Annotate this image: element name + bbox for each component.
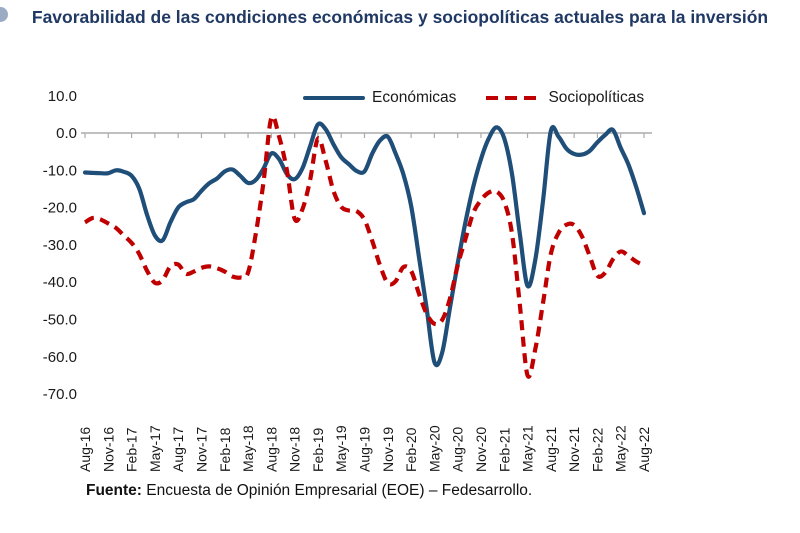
sociopoliticas-line [83, 114, 645, 379]
x-tick-label: Aug-20 [450, 427, 466, 472]
x-tick-label: Feb-18 [217, 427, 233, 472]
x-tick-label: Feb-21 [496, 427, 512, 472]
y-tick-label: -60.0 [43, 349, 77, 366]
x-tick-label: Nov-19 [380, 427, 396, 472]
x-tick-label: Aug-19 [357, 427, 373, 472]
sociopoliticas-legend-line-icon [486, 95, 542, 101]
x-tick-label: Nov-18 [287, 427, 303, 472]
y-tick-label: -70.0 [43, 386, 77, 403]
sociopoliticas-legend-label: Sociopolíticas [548, 89, 645, 106]
x-tick-label: Nov-16 [100, 427, 116, 472]
bullet-icon [0, 7, 8, 22]
economicas-legend-label: Económicas [372, 89, 457, 106]
y-tick-label: -20.0 [43, 200, 77, 217]
y-tick-label: 0.0 [56, 125, 77, 142]
y-tick-label: 10.0 [48, 88, 77, 105]
legend: Económicas Sociopolíticas [303, 89, 644, 107]
x-tick-label: Nov-21 [566, 427, 582, 472]
y-tick-label: -10.0 [43, 162, 77, 179]
x-tick-label: Feb-22 [589, 427, 605, 472]
source-note: Fuente: Encuesta de Opinión Empresarial … [86, 482, 532, 500]
x-tick-label: Aug-16 [77, 427, 93, 472]
x-tick-label: May-21 [520, 425, 536, 472]
y-tick-label: -50.0 [43, 312, 77, 329]
y-tick-label: -40.0 [43, 274, 77, 291]
economicas-line [82, 121, 647, 368]
x-tick-label: Nov-17 [193, 427, 209, 472]
chart-title: Favorabilidad de las condiciones económi… [31, 7, 769, 27]
x-tick-label: May-22 [613, 425, 629, 472]
y-tick-label: -30.0 [43, 237, 77, 254]
x-tick-label: Feb-17 [124, 427, 140, 472]
x-tick-label: Nov-20 [473, 427, 489, 472]
source-text: Encuesta de Opinión Empresarial (EOE) – … [141, 482, 533, 499]
economicas-legend-line-icon [303, 95, 365, 101]
source-label: Fuente: [86, 482, 142, 499]
x-tick-label: Aug-17 [170, 427, 186, 472]
x-tick-label: Aug-22 [636, 427, 652, 472]
x-tick-label: Aug-21 [543, 427, 559, 472]
x-tick-label: Feb-20 [403, 427, 419, 472]
x-tick-label: May-20 [426, 425, 442, 472]
x-tick-label: May-19 [333, 425, 349, 472]
x-tick-label: May-18 [240, 425, 256, 472]
x-tick-label: May-17 [147, 425, 163, 472]
x-tick-label: Aug-18 [263, 427, 279, 472]
x-tick-label: Feb-19 [310, 427, 326, 472]
